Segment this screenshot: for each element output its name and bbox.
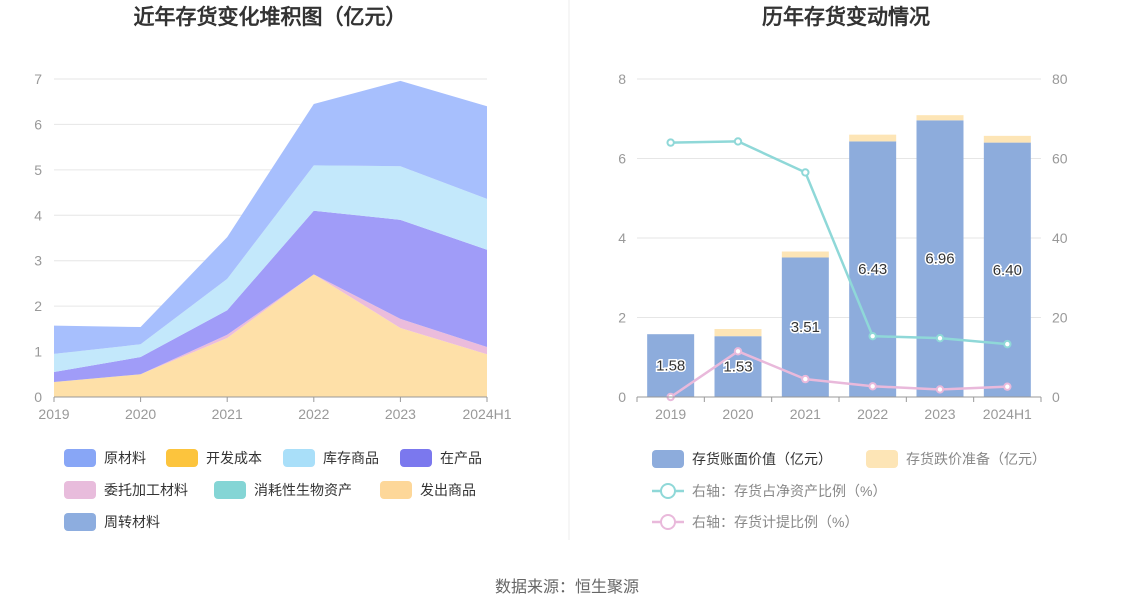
left-y-tick-label: 2 <box>34 298 42 314</box>
right-x-tick-label: 2021 <box>790 406 821 422</box>
right-y-tick-label: 4 <box>618 230 626 246</box>
legend-label: 发出商品 <box>420 482 476 498</box>
legend-swatch <box>64 513 96 531</box>
area-发出商品 <box>54 274 487 397</box>
right-chart-bar-labels: 1.58 1.53 3.51 6.43 6.96 6.40 <box>655 249 1024 377</box>
right-x-tick-label: 2023 <box>924 406 955 422</box>
left-chart-areas <box>54 80 487 397</box>
left-y-tick-label: 5 <box>34 162 42 178</box>
area-原材料 <box>54 80 487 354</box>
right-y2-tick-label: 60 <box>1052 151 1068 167</box>
right-y-tick-label: 6 <box>618 151 626 167</box>
left-x-tick-label: 2023 <box>385 406 416 422</box>
legend-swatch <box>283 449 315 467</box>
line-point <box>1003 339 1012 349</box>
left-x-tick-label: 2024H1 <box>462 406 511 422</box>
right-chart-legend: 存货账面价值（亿元） 存货跌价准备（亿元） 右轴：存货占净资产比例（%） 右轴：存货计… <box>652 450 1046 530</box>
line-point <box>935 333 945 343</box>
right-y2-tick-label: 40 <box>1052 230 1068 246</box>
line-point <box>733 347 743 356</box>
bar-存货跌价准备（亿元） <box>983 135 1031 143</box>
left-chart-title: 近年存货变化堆积图（亿元） <box>134 5 407 29</box>
legend-label: 右轴：存货占净资产比例（%） <box>692 483 886 499</box>
legend-swatch <box>380 481 412 499</box>
right-y2-tick-label: 20 <box>1052 310 1068 326</box>
right-y2-tick-label: 0 <box>1052 389 1060 405</box>
data-source: 数据来源：恒生聚源 <box>495 578 639 596</box>
legend-label: 存货账面价值（亿元） <box>692 451 832 467</box>
right-x-tick-label: 2020 <box>722 406 753 422</box>
line-右轴：存货计提比例（%） <box>669 349 1008 399</box>
right-chart-title: 历年存货变动情况 <box>762 5 930 29</box>
right-y-tick-label: 2 <box>618 310 626 326</box>
bar-存货账面价值（亿元） <box>849 141 897 397</box>
left-y-tick-label: 4 <box>34 207 42 223</box>
legend-swatch <box>64 449 96 467</box>
legend-label: 消耗性生物资产 <box>254 482 352 498</box>
left-x-tick-label: 2021 <box>212 406 243 422</box>
line-point <box>1003 382 1012 391</box>
legend-label: 委托加工材料 <box>104 482 188 498</box>
bar-value-label: 1.58 <box>656 358 685 375</box>
legend-swatch <box>652 450 684 468</box>
bar-value-label: 3.51 <box>791 319 820 336</box>
legend-line-marker <box>660 483 676 499</box>
legend-swatch <box>214 481 246 499</box>
right-y-tick-label: 8 <box>618 71 626 87</box>
legend-label: 库存商品 <box>323 450 379 466</box>
bar-value-label: 6.96 <box>925 251 954 268</box>
left-y-tick-label: 3 <box>34 253 42 269</box>
area-在产品 <box>54 210 487 383</box>
bar-value-label: 6.43 <box>858 261 887 278</box>
legend-label: 开发成本 <box>206 450 262 466</box>
bar-存货账面价值（亿元） <box>916 120 964 397</box>
left-y-tick-label: 7 <box>34 71 42 87</box>
right-chart-lines <box>666 137 1012 402</box>
bar-value-label: 1.53 <box>723 359 752 376</box>
left-chart-axis: 0 1 2 3 4 5 6 7 2019 2020 2021 2022 2023 2024H1 <box>34 71 512 422</box>
left-y-tick-label: 1 <box>34 344 42 360</box>
right-y-tick-label: 0 <box>618 389 626 405</box>
right-y2-tick-label: 80 <box>1052 71 1068 87</box>
line-右轴：存货占净资产比例（%） <box>670 140 1008 346</box>
line-point <box>733 137 743 146</box>
bar-value-label: 6.40 <box>993 262 1022 279</box>
bar-存货跌价准备（亿元） <box>916 115 964 121</box>
legend-label: 在产品 <box>440 450 482 466</box>
legend-label: 周转材料 <box>104 514 160 530</box>
bar-存货跌价准备（亿元） <box>781 251 829 258</box>
left-x-tick-label: 2019 <box>38 406 69 422</box>
line-point <box>801 168 810 177</box>
bar-存货账面价值（亿元） <box>714 336 762 397</box>
left-y-tick-label: 0 <box>34 389 42 405</box>
line-point <box>868 382 877 391</box>
bar-存货跌价准备（亿元） <box>714 329 762 337</box>
line-point <box>666 138 675 147</box>
right-chart-bars <box>647 115 1031 397</box>
legend-swatch <box>866 450 898 468</box>
left-y-tick-label: 6 <box>34 116 42 132</box>
bar-存货跌价准备（亿元） <box>849 134 897 142</box>
legend-label: 存货跌价准备（亿元） <box>906 451 1046 467</box>
right-x-tick-label: 2024H1 <box>983 406 1032 422</box>
legend-swatch <box>166 449 198 467</box>
line-point <box>801 374 810 384</box>
legend-swatch <box>400 449 432 467</box>
area-库存商品 <box>54 165 487 373</box>
line-point <box>868 331 877 341</box>
right-x-tick-label: 2022 <box>857 406 888 422</box>
legend-label: 右轴：存货计提比例（%） <box>692 514 858 530</box>
left-x-tick-label: 2022 <box>298 406 329 422</box>
bar-存货账面价值（亿元） <box>983 142 1031 397</box>
legend-label: 原材料 <box>104 450 146 466</box>
left-x-tick-label: 2020 <box>125 406 156 422</box>
right-chart-grid <box>637 78 1041 318</box>
legend-swatch <box>64 481 96 499</box>
right-x-tick-label: 2019 <box>655 406 686 422</box>
legend-line-marker <box>660 514 676 530</box>
line-point <box>935 385 945 394</box>
